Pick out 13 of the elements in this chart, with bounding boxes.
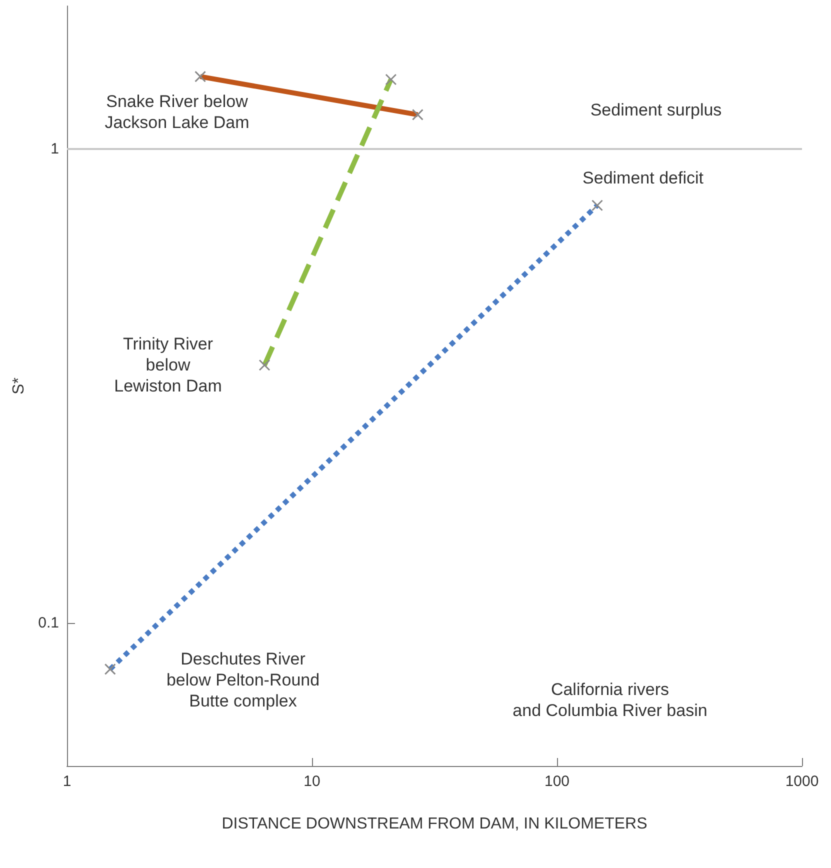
annotation: Sediment surplus [590, 100, 722, 120]
annotation: Deschutes River below Pelton-Round Butte complex [166, 650, 320, 710]
x-tick-label: 10 [304, 773, 320, 790]
y-axis-title: S* [10, 378, 28, 394]
annotation: Sediment deficit [582, 168, 704, 188]
x-tick-label: 100 [544, 773, 570, 790]
x-tick-label: 1 [62, 773, 72, 790]
annotation: Snake River below Jackson Lake Dam [104, 92, 250, 132]
x-axis-title: DISTANCE DOWNSTREAM FROM DAM, IN KILOMETERS [222, 816, 648, 832]
y-tick-label: 0.1 [38, 614, 59, 632]
annotation: Trinity River below Lewiston Dam [114, 334, 222, 396]
x-tick-label: 1000 [785, 773, 819, 790]
annotation: California rivers and Columbia River basin [512, 680, 708, 720]
